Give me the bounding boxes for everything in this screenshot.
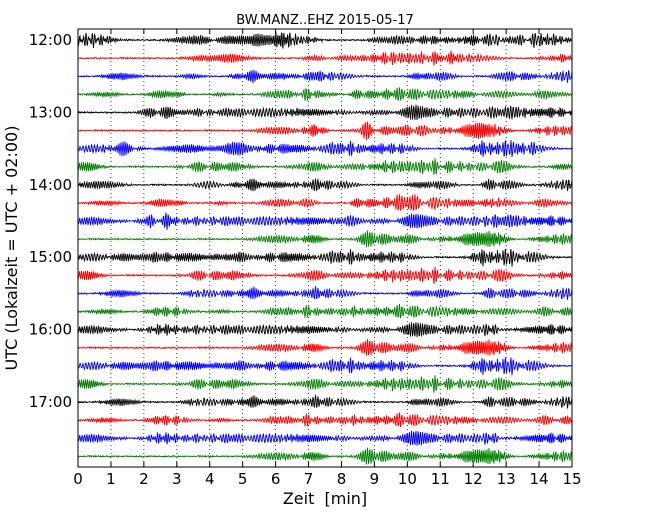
plot-frame bbox=[77, 28, 573, 468]
y-tick-label: 16:00 bbox=[29, 321, 72, 339]
trace-1400 bbox=[77, 178, 573, 192]
trace-1745 bbox=[77, 447, 573, 465]
trace-1715 bbox=[77, 412, 573, 428]
trace-1730 bbox=[77, 430, 573, 446]
y-axis: 12:00 13:00 14:00 15:00 16:00 17:00 bbox=[29, 31, 572, 411]
y-axis-label: UTC (Lokalzeit = UTC + 02:00) bbox=[2, 126, 21, 371]
x-tick-label: 12 bbox=[464, 470, 483, 488]
y-tick-label: 14:00 bbox=[29, 176, 72, 194]
x-tick-label: 13 bbox=[497, 470, 516, 488]
x-tick-label: 0 bbox=[73, 470, 83, 488]
trace-1345 bbox=[77, 158, 573, 176]
y-tick-label: 12:00 bbox=[29, 31, 72, 49]
y-tick-label: 17:00 bbox=[29, 393, 72, 411]
trace-1230 bbox=[77, 69, 573, 84]
x-tick-label: 3 bbox=[172, 470, 182, 488]
trace-1530 bbox=[77, 286, 573, 300]
trace-1300 bbox=[77, 104, 573, 120]
trace-1630 bbox=[77, 357, 573, 376]
traces bbox=[77, 32, 573, 465]
trace-1500 bbox=[77, 248, 573, 267]
trace-1515 bbox=[77, 266, 573, 285]
x-tick-label: 15 bbox=[562, 470, 581, 488]
chart-title: BW.MANZ..EHZ 2015-05-17 bbox=[236, 13, 414, 28]
x-axis: 0 1 2 3 4 5 6 7 8 9 10 11 12 13 14 15 bbox=[73, 29, 582, 488]
trace-1615 bbox=[77, 339, 573, 356]
y-tick-label: 13:00 bbox=[29, 103, 72, 121]
x-axis-label: Zeit [min] bbox=[283, 489, 367, 508]
trace-1545 bbox=[77, 303, 573, 319]
x-tick-label: 10 bbox=[398, 470, 417, 488]
trace-1415 bbox=[77, 194, 573, 212]
x-tick-label: 1 bbox=[106, 470, 116, 488]
x-tick-label: 6 bbox=[271, 470, 281, 488]
trace-1245 bbox=[77, 87, 573, 102]
x-tick-label: 14 bbox=[530, 470, 549, 488]
trace-1700 bbox=[77, 394, 573, 409]
trace-1600 bbox=[77, 322, 573, 338]
trace-1200 bbox=[77, 32, 573, 49]
trace-1315 bbox=[77, 121, 573, 141]
trace-1330 bbox=[77, 140, 573, 157]
x-tick-label: 4 bbox=[205, 470, 215, 488]
x-tick-label: 9 bbox=[370, 470, 380, 488]
x-tick-label: 7 bbox=[304, 470, 314, 488]
x-tick-label: 2 bbox=[139, 470, 149, 488]
x-tick-label: 5 bbox=[238, 470, 248, 488]
y-tick-label: 15:00 bbox=[29, 248, 72, 266]
trace-1430 bbox=[77, 212, 573, 230]
trace-1215 bbox=[77, 50, 573, 66]
x-tick-label: 8 bbox=[337, 470, 347, 488]
trace-1445 bbox=[77, 230, 573, 248]
trace-1645 bbox=[77, 375, 573, 393]
x-tick-label: 11 bbox=[431, 470, 450, 488]
